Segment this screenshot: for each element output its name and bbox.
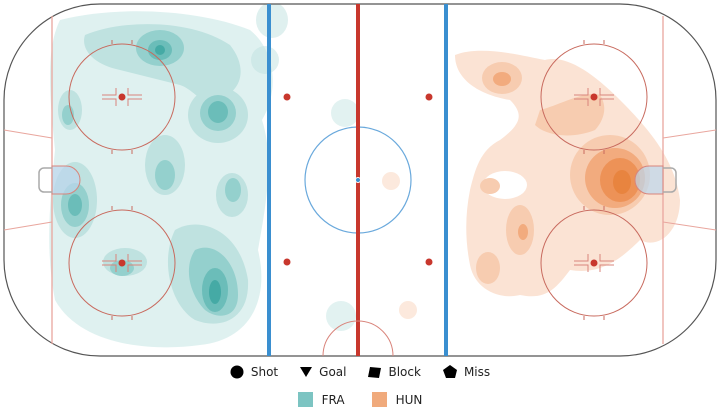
legend-label: Miss <box>463 365 491 379</box>
shot-type-legend: Shot Goal Block Miss <box>0 365 720 379</box>
team-legend: FRA HUN <box>0 392 720 407</box>
faceoff-crosses <box>102 88 614 272</box>
legend-label: HUN <box>395 392 423 407</box>
goal-left <box>38 165 81 195</box>
hash-marks <box>111 40 605 320</box>
legend-label: Block <box>388 365 421 379</box>
neutral-zone-dots <box>283 93 433 266</box>
fra-swatch <box>297 392 313 407</box>
blue-line-left <box>267 4 271 356</box>
legend-label: Goal <box>319 365 347 379</box>
fra-heatmap <box>49 4 359 348</box>
goal-right <box>634 165 677 195</box>
legend-item-fra: FRA <box>297 392 345 407</box>
rink-boards <box>3 3 717 357</box>
faceoff-dots <box>118 93 598 267</box>
pentagon-marker-icon <box>442 365 457 378</box>
hun-swatch <box>371 392 387 407</box>
triangle-down-marker-icon <box>300 367 313 377</box>
circle-marker-icon <box>230 365 244 379</box>
hun-heatmap <box>382 50 680 319</box>
square-marker-icon <box>368 366 382 378</box>
legend-item-block: Block <box>368 365 421 379</box>
legend-item-shot: Shot <box>230 365 278 379</box>
legend-label: FRA <box>321 392 345 407</box>
legend-label: Shot <box>250 365 279 379</box>
faceoff-circles <box>68 43 648 317</box>
blue-line-right <box>444 4 448 356</box>
legend-item-hun: HUN <box>371 392 423 407</box>
rink-chart <box>3 3 717 357</box>
legend-item-miss: Miss <box>442 365 491 379</box>
legend-item-goal: Goal <box>300 365 346 379</box>
